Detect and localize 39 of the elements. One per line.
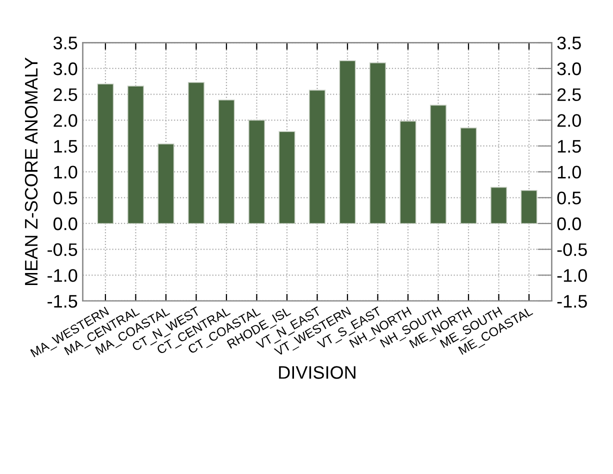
x-axis-title: DIVISION — [279, 366, 356, 379]
bar — [339, 60, 356, 224]
y2-tick-label: 2.5 — [557, 88, 581, 102]
bar — [248, 120, 266, 224]
bar — [490, 186, 508, 224]
y2-tick-label: -1.5 — [557, 295, 587, 308]
y2-tick-label: 2.0 — [557, 114, 581, 127]
y-tick-label: 1.0 — [54, 166, 78, 179]
y2-tick-label: 1.5 — [558, 140, 581, 153]
bar — [460, 127, 477, 224]
y-tick-label: 0.5 — [54, 192, 78, 204]
bar — [218, 100, 235, 224]
bar — [278, 131, 296, 224]
y-tick-label: 2.0 — [54, 114, 78, 127]
y2-tick-label: 3.5 — [557, 36, 581, 50]
y2-tick-label: 3.0 — [557, 62, 581, 76]
y-tick-label: 3.0 — [53, 62, 78, 76]
y-tick-label: 2.5 — [54, 88, 78, 102]
y2-tick-label: -1.0 — [557, 269, 587, 282]
bar — [127, 86, 144, 224]
bar — [520, 190, 538, 224]
bar — [188, 82, 204, 224]
bar — [369, 62, 386, 224]
bar — [308, 90, 326, 224]
bar — [430, 104, 447, 224]
y-tick-label: 3.5 — [53, 36, 78, 50]
y2-tick-label: -0.5 — [557, 243, 587, 256]
bar — [400, 120, 416, 224]
y-tick-label: -0.5 — [48, 243, 78, 256]
y2-tick-label: 0.0 — [557, 217, 581, 230]
y-axis-title: MEAN Z-SCORE ANOMALY — [24, 58, 38, 286]
bar — [158, 144, 174, 224]
y2-tick-label: 1.0 — [558, 166, 581, 179]
y-tick-label: 1.5 — [54, 140, 78, 153]
y2-tick-label: 0.5 — [557, 192, 581, 204]
y-tick-label: -1.5 — [48, 295, 78, 308]
y-tick-label: -1.0 — [48, 269, 78, 282]
bar — [97, 84, 114, 224]
y-tick-label: 0.0 — [54, 217, 78, 230]
